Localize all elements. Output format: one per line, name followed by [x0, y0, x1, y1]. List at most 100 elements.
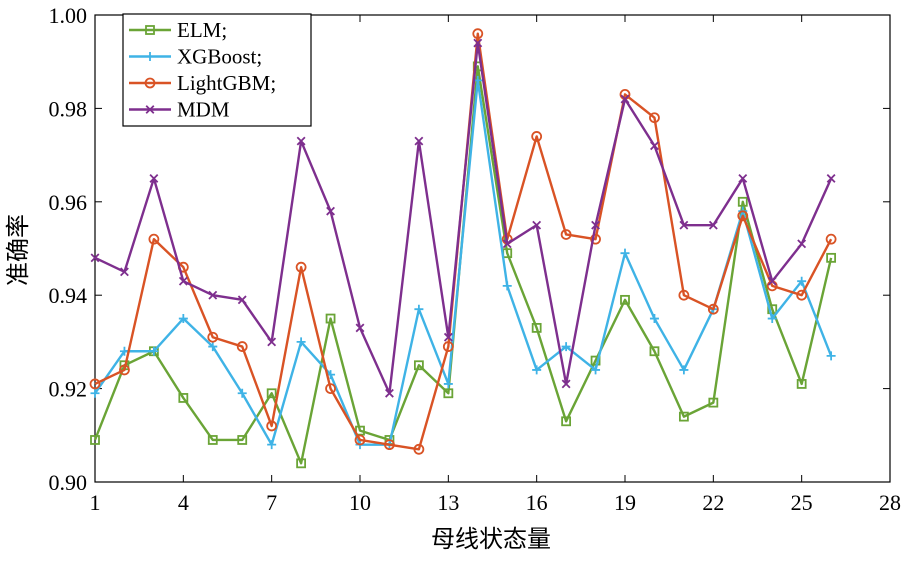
data-point-mdm [532, 220, 542, 230]
series-line-xgboost [94, 79, 833, 446]
legend-label: ELM; [177, 18, 227, 42]
data-point-xgboost [532, 365, 542, 375]
legend-label: MDM [177, 98, 230, 122]
data-point-lightgbm [148, 233, 160, 245]
data-point-xgboost [649, 314, 659, 324]
series-group [89, 28, 837, 469]
data-point-elm [620, 294, 630, 305]
data-point-elm [590, 355, 601, 366]
data-point-lightgbm [236, 341, 248, 352]
data-point-lightgbm [590, 233, 601, 245]
legend-marker [145, 25, 155, 35]
data-point-elm [737, 196, 748, 207]
data-point-xgboost [502, 281, 512, 291]
data-point-elm [561, 416, 572, 427]
x-tick-label: 13 [437, 490, 459, 515]
data-point-xgboost [443, 379, 453, 389]
x-tick-label: 1 [90, 490, 101, 515]
series-line-mdm [94, 41, 833, 395]
data-point-xgboost [620, 248, 630, 258]
legend-item-xgboost: XGBoost; [129, 45, 262, 69]
legend-marker [144, 77, 156, 89]
data-point-mdm [237, 295, 247, 305]
data-point-lightgbm [796, 289, 808, 301]
data-point-lightgbm [207, 331, 219, 343]
data-point-xgboost [267, 440, 277, 450]
x-tick-label: 7 [266, 490, 277, 515]
legend-label: XGBoost; [177, 45, 262, 69]
data-point-lightgbm [413, 443, 425, 455]
data-point-mdm [679, 220, 689, 230]
data-point-lightgbm [384, 439, 395, 451]
data-point-lightgbm [354, 434, 366, 446]
data-point-xgboost [178, 314, 188, 324]
data-point-mdm [90, 253, 100, 263]
data-point-mdm [326, 206, 335, 216]
data-point-xgboost [237, 388, 247, 398]
legend-item-lightgbm: LightGBM; [129, 71, 276, 95]
data-point-lightgbm [295, 261, 307, 273]
data-point-xgboost [208, 342, 218, 352]
data-point-lightgbm [325, 383, 336, 395]
data-point-mdm [502, 239, 512, 249]
data-point-elm [767, 304, 778, 315]
y-tick-label: 0.92 [49, 377, 88, 402]
data-point-lightgbm [737, 210, 749, 222]
x-tick-label: 4 [178, 490, 189, 515]
data-point-elm [796, 379, 807, 389]
y-axis-label: 准确率 [5, 214, 32, 286]
y-tick-label: 0.98 [49, 96, 88, 121]
series-xgboost [90, 75, 836, 450]
data-point-elm [531, 322, 542, 333]
data-point-mdm [414, 136, 424, 146]
data-point-lightgbm [442, 341, 454, 352]
data-point-xgboost [296, 337, 306, 347]
data-point-lightgbm [825, 233, 837, 245]
data-point-mdm [620, 94, 630, 104]
data-point-elm [649, 346, 660, 357]
data-point-mdm [178, 276, 188, 286]
data-point-elm [826, 252, 837, 263]
data-point-elm [413, 360, 424, 371]
data-point-xgboost [561, 342, 571, 352]
data-point-mdm [473, 38, 483, 48]
y-tick-label: 1.00 [49, 3, 88, 28]
legend-marker [145, 52, 155, 61]
data-point-lightgbm [89, 378, 101, 390]
data-point-mdm [591, 220, 600, 230]
x-tick-label: 25 [791, 490, 813, 515]
legend: ELM; XGBoost;LightGBM; MDM [122, 13, 312, 127]
data-point-mdm [385, 388, 394, 398]
y-tick-label: 0.94 [49, 283, 88, 308]
data-point-elm [325, 313, 336, 324]
data-point-elm [708, 397, 719, 408]
x-tick-label: 16 [526, 490, 548, 515]
plot-frame [94, 14, 891, 483]
data-point-mdm [120, 267, 129, 277]
data-point-xgboost [679, 365, 689, 375]
data-point-mdm [797, 239, 807, 249]
x-tick-label: 22 [702, 490, 724, 515]
data-point-xgboost [149, 346, 159, 356]
data-point-lightgbm [472, 28, 484, 40]
data-point-elm [178, 393, 189, 403]
data-point-mdm [355, 323, 365, 333]
data-point-lightgbm [678, 289, 690, 301]
data-point-elm [296, 458, 307, 469]
data-point-mdm [826, 174, 836, 183]
data-point-elm [266, 388, 277, 399]
x-tick-label: 19 [614, 490, 636, 515]
y-tick-label: 0.90 [49, 470, 88, 495]
data-point-mdm [650, 141, 659, 151]
data-point-xgboost [767, 314, 777, 324]
data-point-elm [678, 411, 689, 422]
data-point-lightgbm [266, 420, 278, 432]
data-point-mdm [267, 337, 277, 347]
data-point-lightgbm [119, 364, 130, 376]
data-point-xgboost [826, 351, 836, 361]
data-point-lightgbm [649, 112, 660, 124]
data-point-mdm [443, 332, 453, 342]
y-tick-label: 0.96 [49, 190, 88, 215]
data-point-mdm [738, 174, 748, 183]
